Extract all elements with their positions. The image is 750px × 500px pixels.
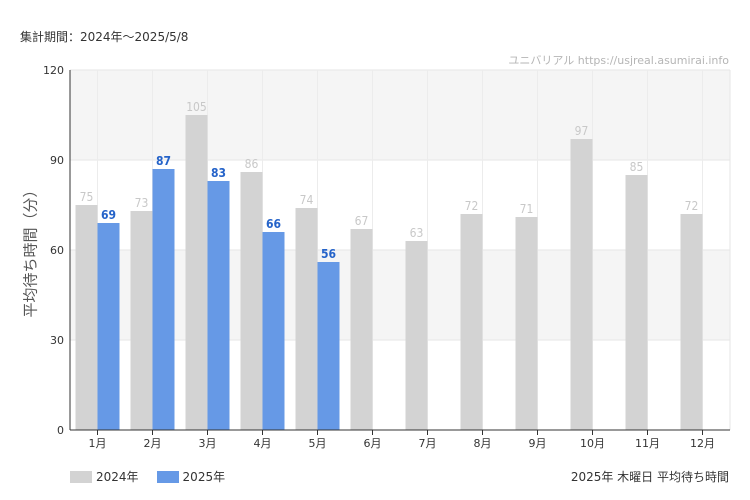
bars: 75 73 105 86 74 67 63 72 71 97 85 72 69 87 83 66 56 [75,100,703,430]
data-label: 75 [80,190,94,204]
data-label: 85 [630,160,644,174]
grid-band [70,250,730,340]
bar-2025年-3月 [207,181,230,430]
x-tick-label: 1月 [89,437,107,450]
x-tick-label: 2月 [144,437,162,450]
data-label: 63 [410,226,424,240]
bar-2024年-8月 [460,214,483,430]
bar-2025年-1月 [97,223,120,430]
x-tick-label: 12月 [690,437,715,450]
bar-2024年-6月 [350,229,373,430]
data-label: 67 [355,214,369,228]
x-tick-label: 5月 [309,437,327,450]
data-label: 83 [211,166,226,180]
x-tick-label: 4月 [254,437,272,450]
data-label: 73 [135,196,149,210]
plot-bands [70,70,730,340]
bar-2025年-5月 [317,262,340,430]
y-tick-label: 120 [43,64,64,77]
bar-2025年-2月 [152,169,175,430]
bar-2024年-10月 [570,139,593,430]
data-label: 74 [300,193,314,207]
data-label: 72 [465,199,479,213]
x-tick-label: 6月 [364,437,382,450]
grid-band [70,70,730,160]
legend-item-2024[interactable]: 2024年 [70,468,139,485]
legend: 2024年 2025年 [70,468,225,485]
y-tick-label: 30 [50,334,64,347]
data-label: 56 [321,247,336,261]
data-label: 86 [245,157,259,171]
bar-2024年-3月 [185,115,208,430]
legend-swatch-2025 [156,470,179,483]
bar-2024年-1月 [75,205,98,430]
data-label: 66 [266,217,281,231]
x-tick-label: 11月 [635,437,660,450]
bar-2024年-12月 [680,214,703,430]
bar-2025年-4月 [262,232,285,430]
data-label: 87 [156,154,171,168]
x-tick-label: 10月 [580,437,605,450]
x-tick-label: 8月 [474,437,492,450]
source-label: ユニバリアル https://usjreal.asumirai.info [508,54,729,67]
data-label: 71 [520,202,534,216]
y-tick-label: 60 [50,244,64,257]
data-label: 105 [186,100,207,114]
y-tick-label: 0 [57,424,64,437]
x-tick-label: 9月 [529,437,547,450]
bar-2024年-4月 [240,172,263,430]
bar-2024年-9月 [515,217,538,430]
x-tick-label: 7月 [419,437,437,450]
bar-2024年-2月 [130,211,153,430]
legend-label-2025: 2025年 [182,470,226,484]
data-label: 97 [575,124,589,138]
y-tick-label: 90 [50,154,64,167]
bar-2024年-7月 [405,241,428,430]
chart-caption: 2025年 木曜日 平均待ち時間 [570,470,729,484]
data-label: 69 [101,208,116,222]
legend-label-2024: 2024年 [96,470,139,484]
axes: 0 30 60 90 120 1月 2月 3月 4月 5月 6月 7月 8月 9月 10月 11月 12月 [43,64,730,450]
period-label: 集計期間：2024年～2025/5/8 [20,30,189,44]
legend-swatch-2024 [70,470,92,483]
x-tick-label: 3月 [199,437,217,450]
bar-2024年-5月 [295,208,318,430]
bar-2024年-11月 [625,175,648,430]
data-label: 72 [685,199,699,213]
legend-item-2025[interactable]: 2025年 [156,468,226,485]
